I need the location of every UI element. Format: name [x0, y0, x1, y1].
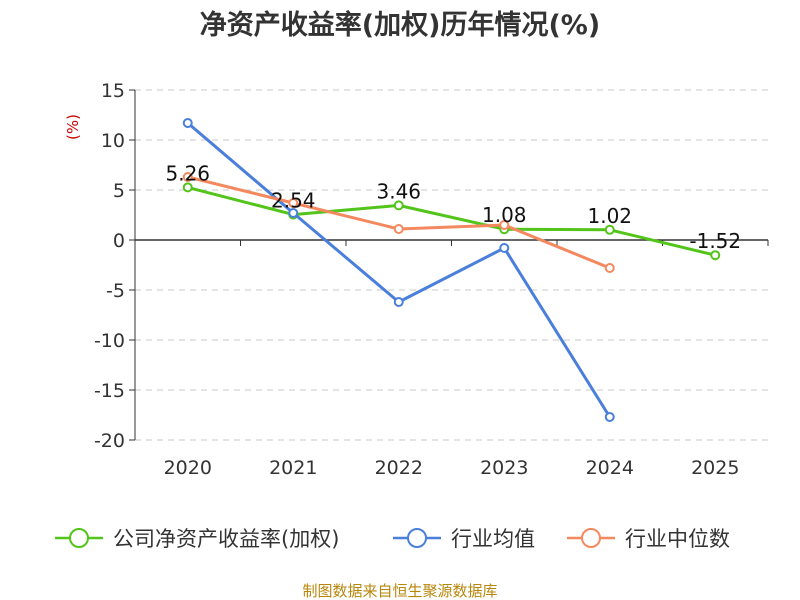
- legend-marker: [581, 528, 601, 548]
- data-point[interactable]: [499, 220, 510, 230]
- x-tick-label: 2023: [480, 457, 528, 479]
- y-tick-label: 5: [113, 180, 125, 202]
- x-tick-label: 2025: [691, 457, 739, 479]
- legend[interactable]: 公司净资产收益率(加权) 行业均值 行业中位数: [55, 527, 730, 551]
- data-point[interactable]: [182, 182, 193, 193]
- data-point[interactable]: [604, 263, 615, 273]
- x-tick-label: 2022: [375, 457, 423, 479]
- data-point[interactable]: [393, 200, 404, 211]
- legend-label: 行业中位数: [625, 527, 730, 551]
- data-point[interactable]: [604, 412, 615, 422]
- chart-title: 净资产收益率(加权)历年情况(%): [200, 9, 600, 41]
- data-point[interactable]: [182, 172, 193, 182]
- data-label: 1.08: [482, 203, 527, 227]
- data-labels: 5.26 2.54 3.46 1.08 1.02 -1.52: [165, 161, 741, 253]
- data-point[interactable]: [499, 243, 510, 253]
- data-point[interactable]: [604, 224, 615, 235]
- y-tick-label: -20: [94, 430, 125, 452]
- x-tick-label: 2020: [164, 457, 212, 479]
- data-label: -1.52: [689, 229, 741, 253]
- y-tick-label: -5: [106, 280, 125, 302]
- data-point[interactable]: [288, 198, 299, 208]
- y-tick-label: 10: [101, 130, 125, 152]
- x-tick-label: 2024: [586, 457, 634, 479]
- legend-label: 公司净资产收益率(加权): [113, 527, 339, 551]
- grid-lines: [135, 89, 768, 441]
- data-label: 5.26: [165, 161, 210, 185]
- legend-marker: [69, 528, 89, 548]
- series-line-1: [186, 121, 612, 418]
- x-tick-label: 2021: [269, 457, 317, 479]
- legend-label: 行业均值: [451, 527, 535, 551]
- data-point[interactable]: [288, 208, 299, 218]
- series-line-0: [187, 185, 716, 257]
- data-point[interactable]: [393, 297, 404, 307]
- axes: 15 10 5 0 -5 -10 -15 -20 2020 2021 2022 2023 2024 202…: [94, 80, 769, 479]
- y-tick-label: -10: [94, 330, 125, 352]
- legend-item-0[interactable]: 公司净资产收益率(加权): [55, 527, 339, 551]
- y-tick-label: -15: [94, 380, 125, 402]
- series-lines: [182, 118, 721, 422]
- y-tick-label: 15: [101, 80, 125, 102]
- data-point[interactable]: [393, 224, 404, 234]
- y-tick-label: 0: [113, 230, 125, 252]
- data-point[interactable]: [710, 250, 721, 261]
- data-label: 3.46: [376, 179, 421, 203]
- y-axis-label: (%): [64, 114, 82, 140]
- data-label: 2.54: [271, 189, 316, 213]
- data-point[interactable]: [182, 118, 193, 128]
- source-note: 制图数据来自恒生聚源数据库: [302, 582, 497, 600]
- legend-item-1[interactable]: 行业均值: [393, 527, 535, 551]
- legend-item-2[interactable]: 行业中位数: [567, 527, 730, 551]
- data-label: 1.02: [587, 204, 632, 228]
- legend-marker: [407, 528, 427, 548]
